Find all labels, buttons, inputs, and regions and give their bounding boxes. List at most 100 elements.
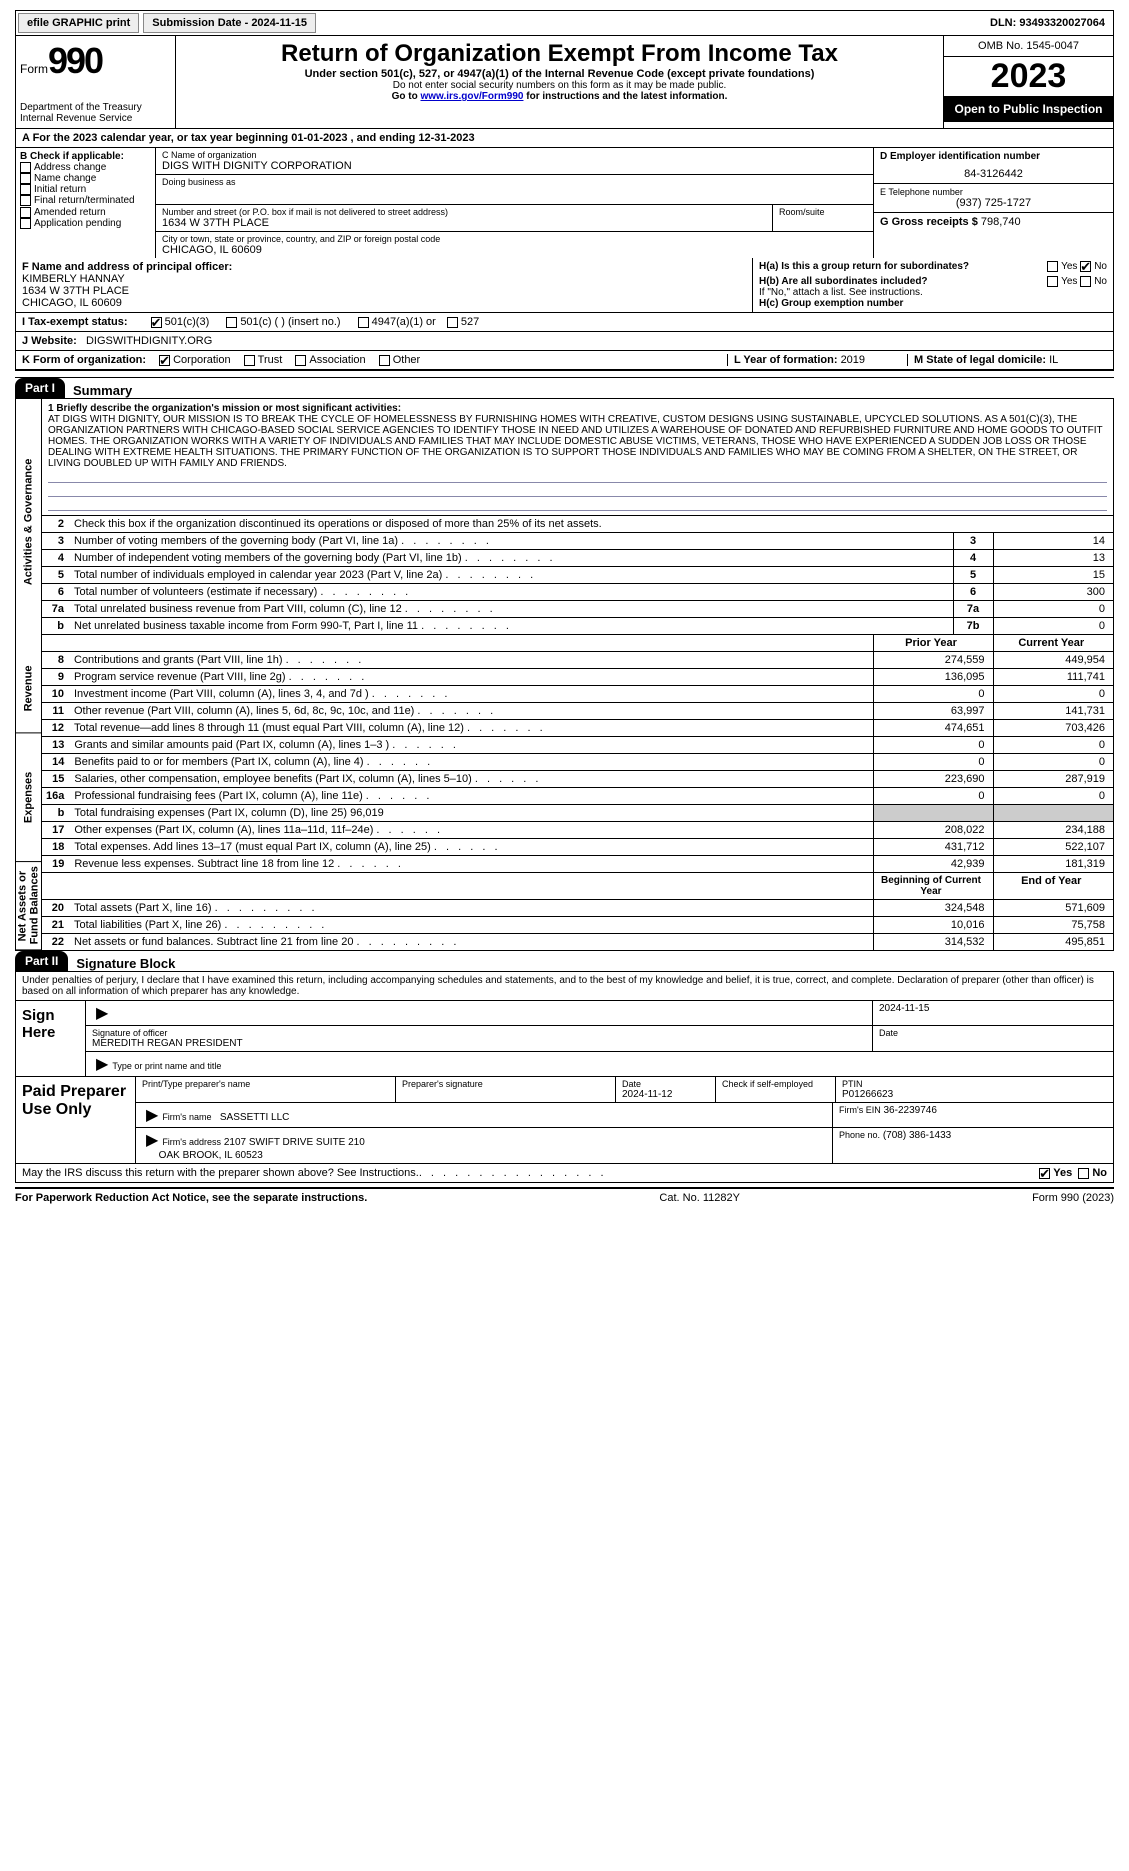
treasury-dept: Department of the Treasury [20, 102, 171, 113]
footer-left: For Paperwork Reduction Act Notice, see … [15, 1192, 367, 1204]
vlabel-activities: Activities & Governance [16, 399, 41, 645]
phone-label: E Telephone number [880, 187, 1107, 197]
mission-text: AT DIGS WITH DIGNITY, OUR MISSION IS TO … [48, 414, 1102, 469]
other-checkbox[interactable] [379, 355, 390, 366]
officer-signature-name: MEREDITH REGAN PRESIDENT [92, 1038, 866, 1049]
addr-change-checkbox[interactable] [20, 162, 31, 173]
city-label: City or town, state or province, country… [162, 234, 867, 244]
ptin-value: P01266623 [842, 1089, 1107, 1100]
form-number: 990 [48, 40, 102, 81]
hb-label: H(b) Are all subordinates included? [759, 276, 928, 287]
vlabel-revenue: Revenue [16, 645, 41, 733]
firm-addr2: OAK BROOK, IL 60523 [159, 1150, 263, 1161]
part2-header: Part II [15, 951, 68, 971]
efile-print-button[interactable]: efile GRAPHIC print [18, 13, 139, 33]
tax-exempt-label: I Tax-exempt status: [22, 316, 128, 328]
end-year-header: End of Year [993, 873, 1113, 900]
ein-value: 84-3126442 [880, 162, 1107, 180]
initial-return-checkbox[interactable] [20, 184, 31, 195]
part1-header: Part I [15, 378, 65, 398]
footer-cat: Cat. No. 11282Y [659, 1192, 740, 1204]
sig-date: 2024-11-15 [879, 1003, 929, 1014]
form-org-label: K Form of organization: [22, 354, 146, 366]
discuss-text: May the IRS discuss this return with the… [22, 1167, 419, 1179]
footer-form: Form 990 (2023) [1032, 1192, 1114, 1204]
paid-preparer-label: Paid Preparer Use Only [16, 1077, 136, 1163]
hb-no-checkbox[interactable] [1080, 276, 1091, 287]
501c3-checkbox[interactable] [151, 317, 162, 328]
form-title: Return of Organization Exempt From Incom… [180, 40, 939, 68]
hb-yes-checkbox[interactable] [1047, 276, 1058, 287]
firm-ein: 36-2239746 [884, 1105, 937, 1116]
col-b-checkboxes: B Check if applicable: Address change Na… [16, 148, 156, 258]
form-id-box: Form990 Department of the Treasury Inter… [16, 36, 176, 128]
room-label: Room/suite [779, 207, 867, 217]
date-label: Date [879, 1028, 1107, 1038]
ha-label: H(a) Is this a group return for subordin… [759, 261, 969, 272]
assoc-checkbox[interactable] [295, 355, 306, 366]
gross-receipts-value: 798,740 [981, 216, 1021, 228]
prep-phone: (708) 386-1433 [883, 1130, 951, 1141]
top-toolbar: efile GRAPHIC print Submission Date - 20… [15, 10, 1114, 36]
street-value: 1634 W 37TH PLACE [162, 217, 766, 229]
line-a-period: A For the 2023 calendar year, or tax yea… [15, 129, 1114, 148]
prep-date: 2024-11-12 [622, 1089, 709, 1100]
officer-addr2: CHICAGO, IL 60609 [22, 297, 746, 309]
firm-name: SASSETTI LLC [220, 1112, 289, 1123]
amended-return-checkbox[interactable] [20, 207, 31, 218]
state-domicile: IL [1049, 354, 1058, 366]
ha-no-checkbox[interactable] [1080, 261, 1091, 272]
line2-text: Check this box if the organization disco… [74, 518, 602, 530]
form-subtitle: Under section 501(c), 527, or 4947(a)(1)… [180, 68, 939, 80]
mission-label: 1 Briefly describe the organization's mi… [48, 403, 401, 414]
527-checkbox[interactable] [447, 317, 458, 328]
4947-checkbox[interactable] [358, 317, 369, 328]
name-change-checkbox[interactable] [20, 173, 31, 184]
sig-officer-label: Signature of officer [92, 1028, 866, 1038]
dln-label: DLN: 93493320027064 [990, 17, 1113, 29]
ssn-warning: Do not enter social security numbers on … [180, 80, 939, 91]
omb-number: OMB No. 1545-0047 [944, 36, 1113, 57]
irs-label: Internal Revenue Service [20, 113, 171, 124]
year-formation: 2019 [841, 354, 865, 366]
open-public-badge: Open to Public Inspection [944, 96, 1113, 122]
dba-label: Doing business as [162, 177, 867, 187]
trust-checkbox[interactable] [244, 355, 255, 366]
501c-checkbox[interactable] [226, 317, 237, 328]
final-return-checkbox[interactable] [20, 195, 31, 206]
website-value: DIGSWITHDIGNITY.ORG [86, 335, 212, 347]
sign-here-label: Sign Here [16, 1001, 86, 1076]
gross-receipts-label: G Gross receipts $ [880, 216, 981, 228]
officer-name: KIMBERLY HANNAY [22, 273, 746, 285]
form-word: Form [20, 62, 48, 76]
part1-title: Summary [65, 383, 132, 398]
street-label: Number and street (or P.O. box if mail i… [162, 207, 766, 217]
part2-title: Signature Block [68, 956, 175, 971]
vlabel-expenses: Expenses [16, 734, 41, 862]
perjury-text: Under penalties of perjury, I declare th… [16, 972, 1113, 1000]
submission-date-button[interactable]: Submission Date - 2024-11-15 [143, 13, 316, 33]
hb-note: If "No," attach a list. See instructions… [759, 287, 1107, 298]
phone-value: (937) 725-1727 [880, 197, 1107, 209]
ein-label: D Employer identification number [880, 151, 1107, 162]
firm-addr1: 2107 SWIFT DRIVE SUITE 210 [224, 1137, 365, 1148]
tax-year: 2023 [944, 57, 1113, 96]
ha-yes-checkbox[interactable] [1047, 261, 1058, 272]
org-name-label: C Name of organization [162, 150, 867, 160]
app-pending-checkbox[interactable] [20, 218, 31, 229]
org-name: DIGS WITH DIGNITY CORPORATION [162, 160, 867, 172]
current-year-header: Current Year [993, 635, 1113, 652]
vlabel-netassets: Net Assets or Fund Balances [16, 862, 41, 950]
corp-checkbox[interactable] [159, 355, 170, 366]
hc-label: H(c) Group exemption number [759, 298, 903, 309]
city-value: CHICAGO, IL 60609 [162, 244, 867, 256]
discuss-yes-checkbox[interactable] [1039, 1168, 1050, 1179]
goto-prefix: Go to [392, 91, 421, 102]
officer-addr1: 1634 W 37TH PLACE [22, 285, 746, 297]
goto-suffix: for instructions and the latest informat… [523, 91, 727, 102]
discuss-no-checkbox[interactable] [1078, 1168, 1089, 1179]
officer-label: F Name and address of principal officer: [22, 261, 746, 273]
prior-year-header: Prior Year [873, 635, 993, 652]
website-label: J Website: [22, 335, 77, 347]
form990-link[interactable]: www.irs.gov/Form990 [420, 91, 523, 102]
